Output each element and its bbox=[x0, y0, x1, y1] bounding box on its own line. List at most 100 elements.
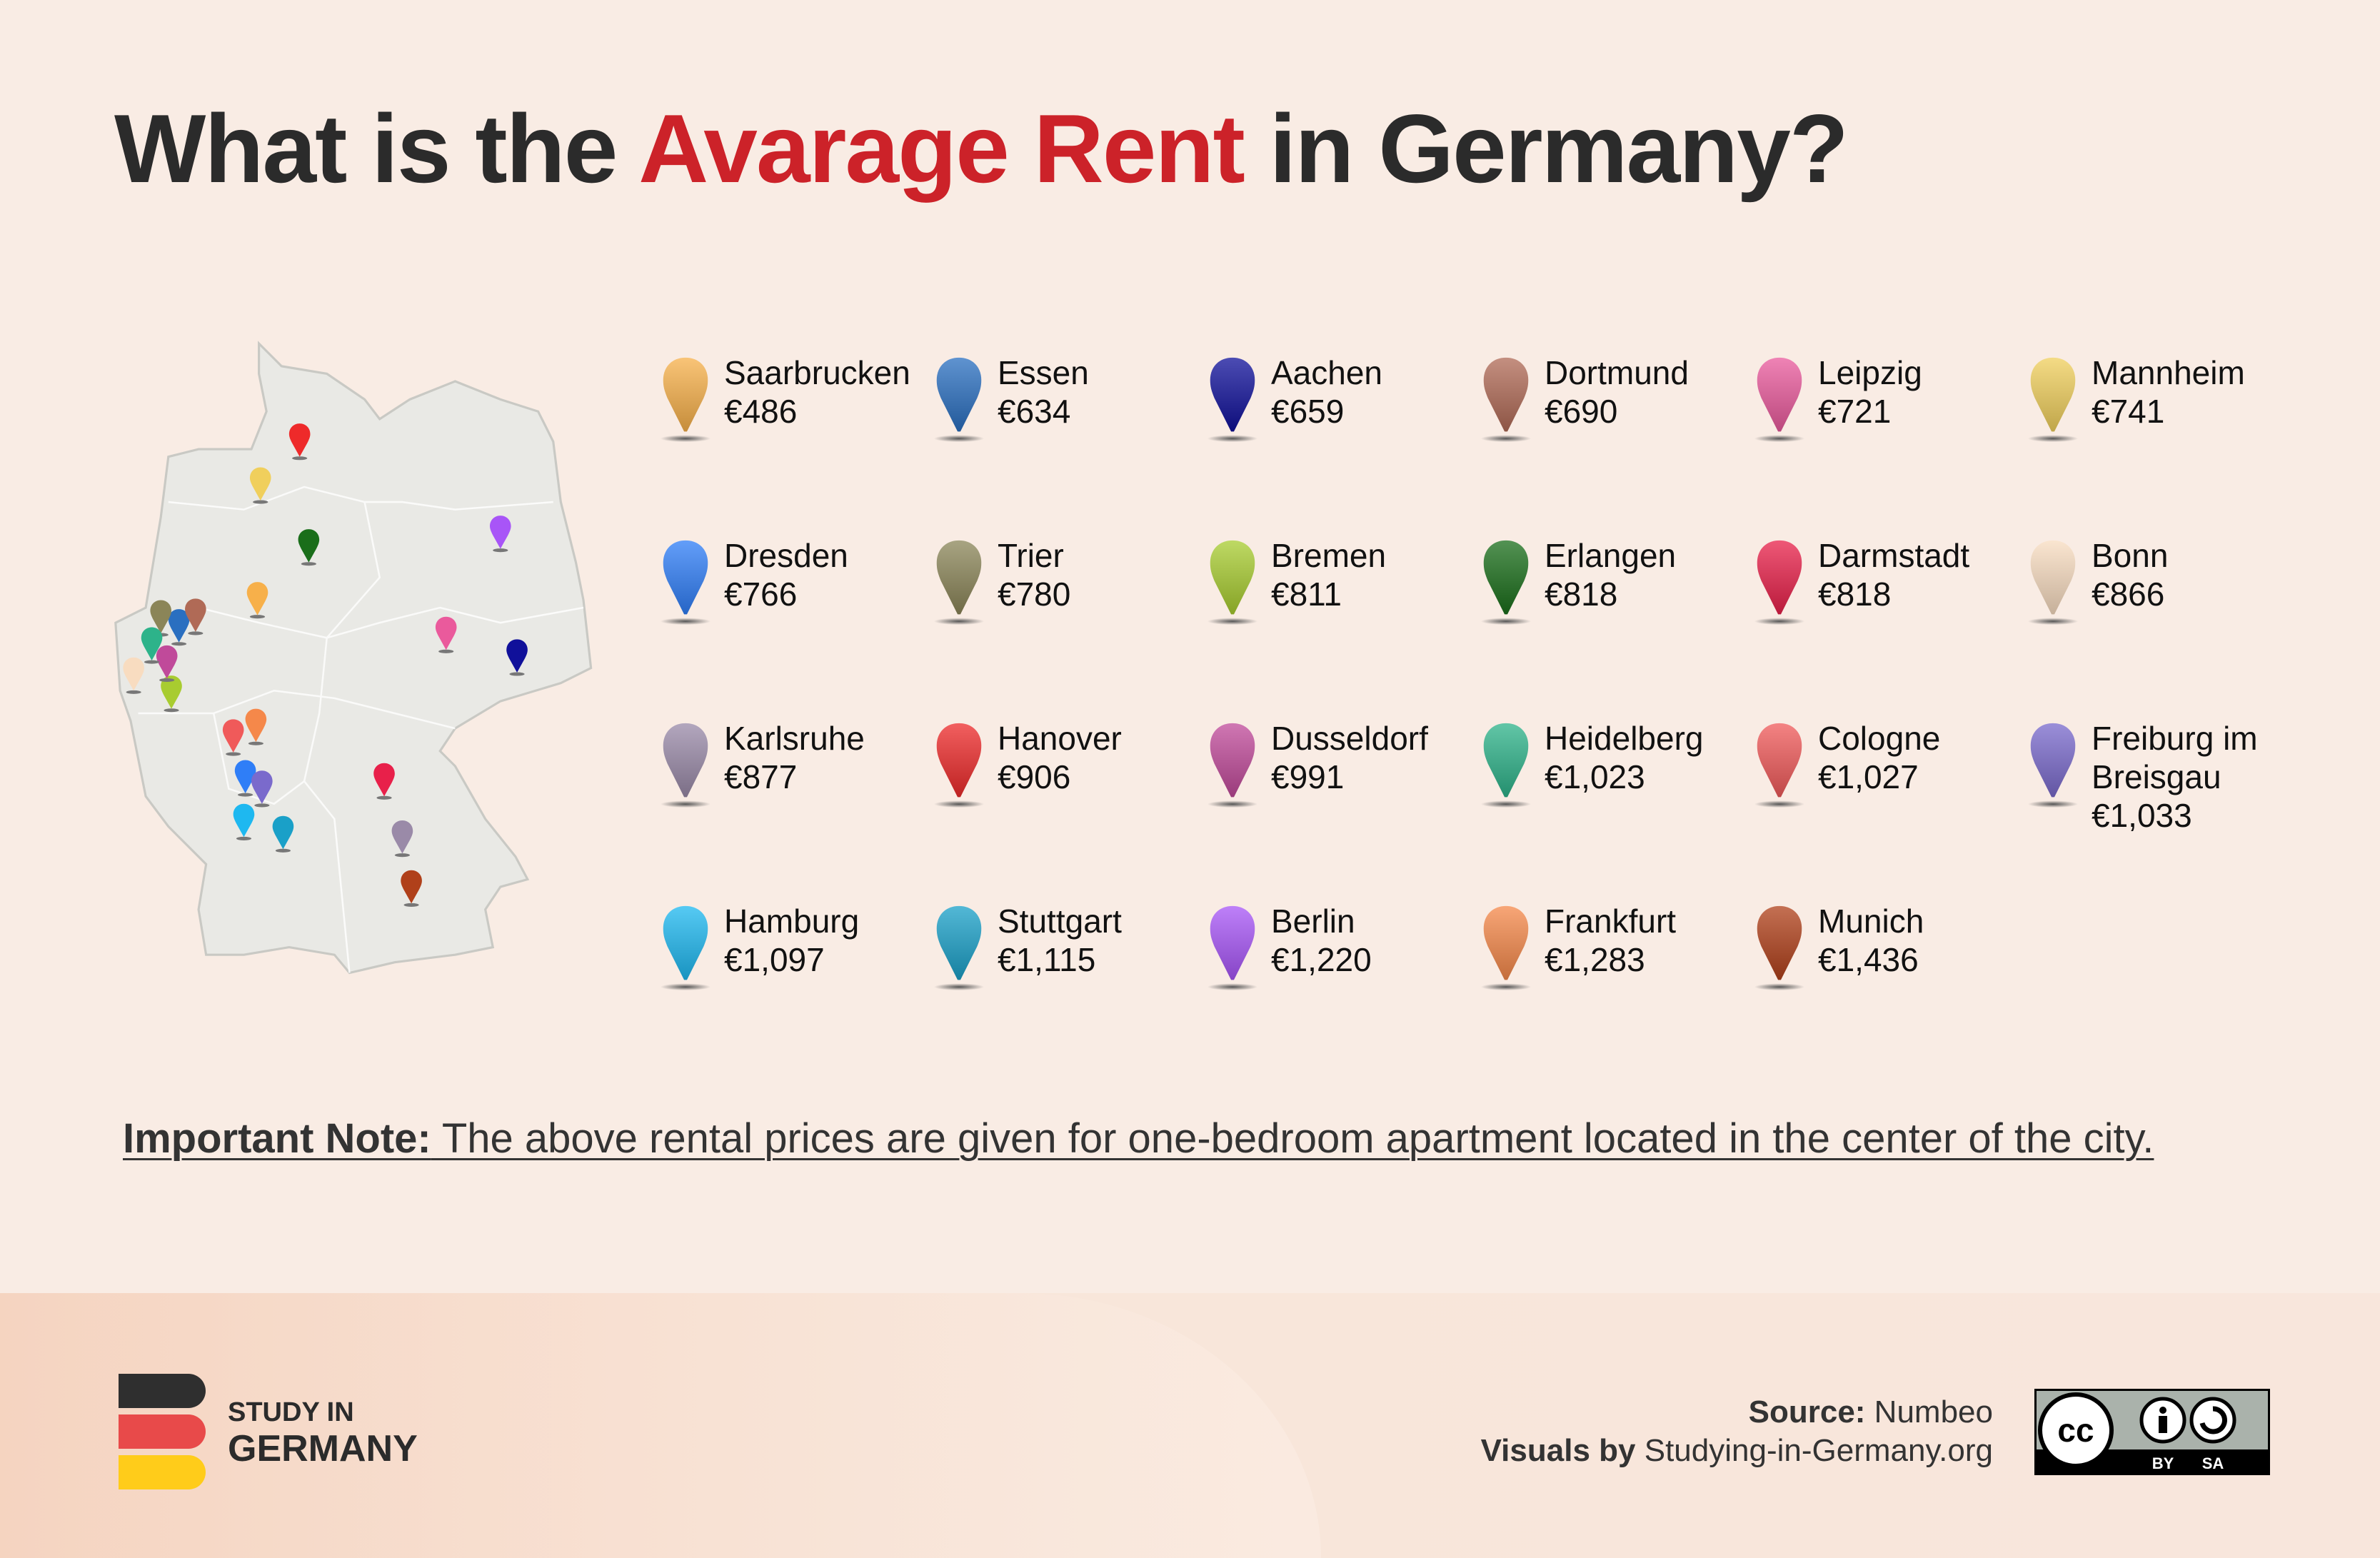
cc-by-sa-license-icon: cc BY SA bbox=[2034, 1389, 2270, 1475]
city-rent: €818 bbox=[1545, 576, 1618, 613]
city-text: Aachen €659 bbox=[1271, 353, 1464, 431]
page-title: What is the Avarage Rent in Germany? bbox=[114, 93, 1849, 204]
map-pin-icon bbox=[373, 763, 395, 797]
city-name: Bremen bbox=[1271, 537, 1387, 574]
svg-text:cc: cc bbox=[2057, 1412, 2094, 1449]
map-pin-icon bbox=[272, 815, 294, 850]
city-item: Dusseldorf €991 bbox=[1204, 719, 1477, 902]
city-item: Dresden €766 bbox=[657, 536, 930, 719]
city-name: Dusseldorf bbox=[1271, 720, 1428, 757]
map-pin-shadow bbox=[144, 660, 160, 664]
city-rent: €811 bbox=[1271, 576, 1342, 613]
map-pin-icon bbox=[1480, 357, 1532, 443]
map-pin-shadow bbox=[188, 631, 204, 635]
city-item: Stuttgart €1,115 bbox=[930, 902, 1204, 1085]
map-pin-icon bbox=[506, 639, 528, 673]
map-pin-icon bbox=[251, 770, 273, 804]
city-name: Hamburg bbox=[724, 903, 860, 940]
map-pin-shadow bbox=[275, 848, 291, 853]
city-name: Erlangen bbox=[1545, 537, 1677, 574]
footer: STUDY IN GERMANY Source: Numbeo Visuals … bbox=[0, 1293, 2380, 1558]
map-pin-icon bbox=[933, 723, 985, 808]
map-pin-icon bbox=[1480, 540, 1532, 625]
map-pin-icon bbox=[222, 719, 244, 753]
city-text: Bremen €811 bbox=[1271, 536, 1464, 613]
city-name: Cologne bbox=[1818, 720, 1941, 757]
city-name: Dresden bbox=[724, 537, 848, 574]
important-note: Important Note: The above rental prices … bbox=[123, 1114, 2265, 1164]
germany-map bbox=[114, 341, 593, 975]
map-pin-icon bbox=[141, 627, 163, 660]
city-rent: €1,033 bbox=[2092, 797, 2192, 834]
city-rent: €766 bbox=[724, 576, 798, 613]
city-name: Stuttgart bbox=[998, 903, 1122, 940]
city-item: Leipzig €721 bbox=[1751, 353, 2024, 536]
city-item: Essen €634 bbox=[930, 353, 1204, 536]
city-text: Saarbrucken €486 bbox=[724, 353, 917, 431]
map-pin-shadow bbox=[238, 793, 253, 797]
city-text: Darmstadt €818 bbox=[1818, 536, 2011, 613]
city-text: Karlsruhe €877 bbox=[724, 719, 917, 796]
city-name: Freiburg im Breisgau bbox=[2092, 720, 2258, 795]
city-item: Heidelberg €1,023 bbox=[1477, 719, 1751, 902]
map-pin-icon bbox=[391, 820, 413, 854]
city-rent: €1,436 bbox=[1818, 941, 1919, 978]
city-name: Hanover bbox=[998, 720, 1122, 757]
map-pin-icon bbox=[1480, 723, 1532, 808]
city-rent: €866 bbox=[2092, 576, 2165, 613]
visuals-value: Studying-in-Germany.org bbox=[1635, 1433, 1993, 1468]
title-text-end: in Germany? bbox=[1243, 94, 1849, 203]
city-text: Berlin €1,220 bbox=[1271, 902, 1464, 979]
city-name: Saarbrucken bbox=[724, 354, 910, 391]
city-text: Dresden €766 bbox=[724, 536, 917, 613]
city-rent: €741 bbox=[2092, 393, 2165, 430]
city-name: Leipzig bbox=[1818, 354, 1922, 391]
map-pin-shadow bbox=[164, 708, 179, 713]
map-pin-icon bbox=[1754, 723, 1805, 808]
brand-line1: STUDY IN bbox=[228, 1397, 354, 1427]
map-pin-shadow bbox=[292, 456, 308, 461]
city-rent: €906 bbox=[998, 758, 1071, 795]
map-pin-icon bbox=[490, 516, 511, 549]
city-text: Cologne €1,027 bbox=[1818, 719, 2011, 796]
city-name: Darmstadt bbox=[1818, 537, 1970, 574]
city-name: Dortmund bbox=[1545, 354, 1689, 391]
city-text: Bonn €866 bbox=[2092, 536, 2284, 613]
city-text: Hanover €906 bbox=[998, 719, 1190, 796]
map-pin-icon bbox=[298, 529, 320, 563]
map-pin-icon bbox=[168, 609, 190, 643]
city-item: Frankfurt €1,283 bbox=[1477, 902, 1751, 1085]
note-text: The above rental prices are given for on… bbox=[431, 1115, 2154, 1162]
map-pin-icon bbox=[435, 616, 457, 650]
state-borders bbox=[138, 486, 584, 973]
map-pin-shadow bbox=[376, 795, 392, 800]
map-pin-icon bbox=[234, 760, 256, 793]
map-pin-icon bbox=[1480, 905, 1532, 991]
map-pin-shadow bbox=[126, 690, 141, 694]
map-pin-icon bbox=[660, 905, 711, 991]
source-value: Numbeo bbox=[1865, 1394, 1993, 1429]
footer-decoration bbox=[0, 1293, 1321, 1558]
city-rent: €780 bbox=[998, 576, 1071, 613]
map-pin-icon bbox=[249, 467, 271, 501]
map-pin-icon bbox=[1207, 357, 1258, 443]
city-name: Munich bbox=[1818, 903, 1924, 940]
map-pin-shadow bbox=[394, 853, 410, 858]
title-text: What is the bbox=[114, 94, 639, 203]
city-text: Stuttgart €1,115 bbox=[998, 902, 1190, 979]
city-text: Leipzig €721 bbox=[1818, 353, 2011, 431]
city-item: Darmstadt €818 bbox=[1751, 536, 2024, 719]
map-pin-shadow bbox=[254, 803, 270, 808]
flag-stripe-black bbox=[119, 1374, 206, 1408]
license-by: BY bbox=[2152, 1454, 2174, 1472]
map-pin-shadow bbox=[171, 642, 187, 646]
city-text: Dusseldorf €991 bbox=[1271, 719, 1464, 796]
city-rent: €486 bbox=[724, 393, 798, 430]
city-text: Munich €1,436 bbox=[1818, 902, 2011, 979]
city-name: Essen bbox=[998, 354, 1089, 391]
city-text: Mannheim €741 bbox=[2092, 353, 2284, 431]
city-rent: €991 bbox=[1271, 758, 1345, 795]
map-pin-shadow bbox=[249, 615, 266, 619]
map-pin-shadow bbox=[236, 836, 252, 840]
source-label: Source: bbox=[1748, 1394, 1866, 1429]
